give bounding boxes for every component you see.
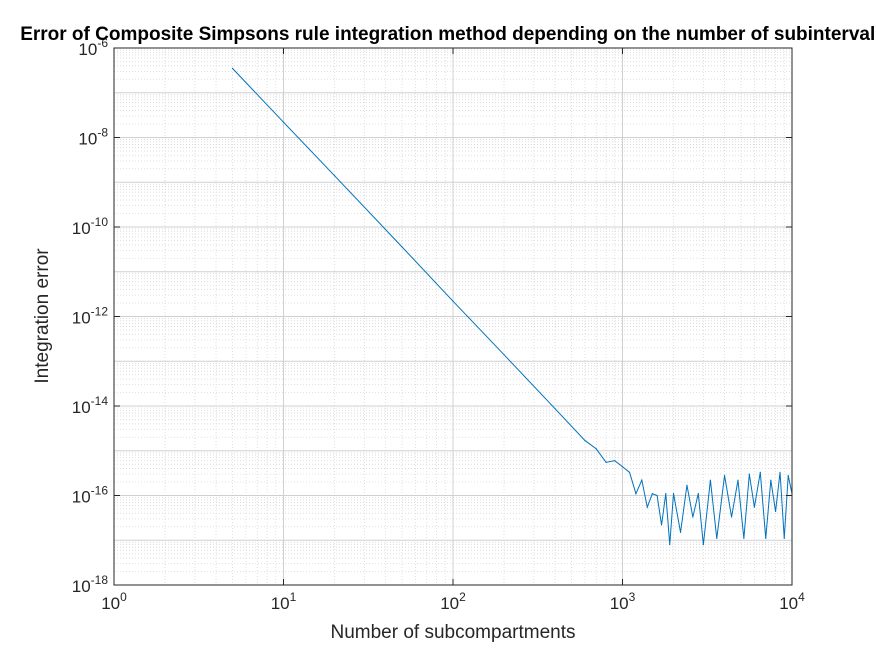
data-point xyxy=(452,300,454,302)
data-point xyxy=(621,466,624,468)
data-point xyxy=(584,439,586,442)
data-point xyxy=(646,506,648,508)
x-tick-label: 104 xyxy=(779,590,805,613)
data-point xyxy=(697,493,699,495)
data-point xyxy=(660,524,663,526)
x-tick-labels: 100 101 102 103 104 xyxy=(101,48,805,613)
data-point xyxy=(730,516,733,518)
y-tick-labels: 10-18 10-16 10-14 10-12 10-10 10-8 10-6 xyxy=(72,36,792,596)
y-tick-label: 10-10 xyxy=(72,215,109,238)
data-point xyxy=(333,175,336,177)
data-point xyxy=(672,493,675,495)
data-point xyxy=(686,484,688,486)
y-tick-label: 10-12 xyxy=(72,305,109,328)
data-point xyxy=(679,531,682,533)
data-point xyxy=(282,121,285,123)
data-point xyxy=(716,537,718,539)
data-point xyxy=(628,471,631,473)
data-point xyxy=(783,537,785,539)
x-tick-label: 102 xyxy=(440,590,466,613)
data-point xyxy=(692,516,694,518)
data-point xyxy=(401,246,403,248)
data-point xyxy=(656,494,658,497)
data-point xyxy=(605,461,607,463)
data-point xyxy=(635,493,637,495)
y-tick-label: 10-8 xyxy=(78,126,108,149)
x-axis-label: Number of subcompartments xyxy=(331,622,576,643)
data-point xyxy=(641,479,643,481)
data-point xyxy=(614,460,616,462)
data-point xyxy=(748,473,750,475)
data-point xyxy=(723,474,726,477)
x-tick-label: 103 xyxy=(610,590,636,613)
data-points xyxy=(231,67,793,546)
y-tick-label: 10-6 xyxy=(78,36,108,59)
data-point xyxy=(770,479,772,481)
y-tick-label: 10-14 xyxy=(72,394,109,417)
data-point xyxy=(759,471,761,473)
data-point xyxy=(554,408,556,410)
data-point xyxy=(743,537,745,539)
data-point xyxy=(787,474,789,477)
data-point xyxy=(669,543,671,546)
x-tick-label: 101 xyxy=(271,590,297,613)
chart-title: Error of Composite Simpsons rule integra… xyxy=(20,24,876,45)
data-point xyxy=(765,537,767,539)
data-point xyxy=(651,493,653,495)
data-point xyxy=(702,543,704,546)
data-point xyxy=(737,479,739,481)
data-point xyxy=(774,510,777,513)
y-axis-label: Integration error xyxy=(32,248,53,384)
data-point xyxy=(665,493,667,495)
data-point xyxy=(595,448,597,450)
x-tick-label: 100 xyxy=(101,590,127,613)
data-point xyxy=(709,479,711,481)
data-point xyxy=(779,471,781,473)
data-point xyxy=(231,67,234,70)
data-point xyxy=(753,506,755,508)
y-tick-label: 10-16 xyxy=(72,484,109,507)
data-point xyxy=(503,354,505,356)
y-tick-label: 10-18 xyxy=(72,573,109,596)
